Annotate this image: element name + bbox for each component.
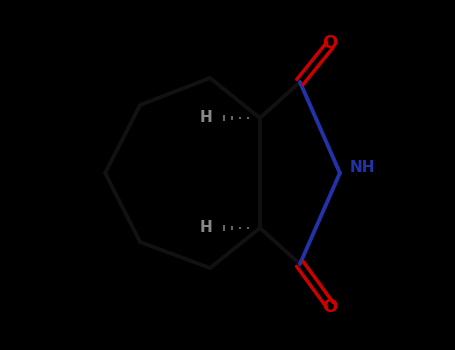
Text: O: O: [322, 34, 338, 52]
Text: H: H: [200, 220, 213, 236]
Text: H: H: [200, 111, 213, 126]
Text: O: O: [322, 298, 338, 316]
Text: NH: NH: [350, 161, 375, 175]
